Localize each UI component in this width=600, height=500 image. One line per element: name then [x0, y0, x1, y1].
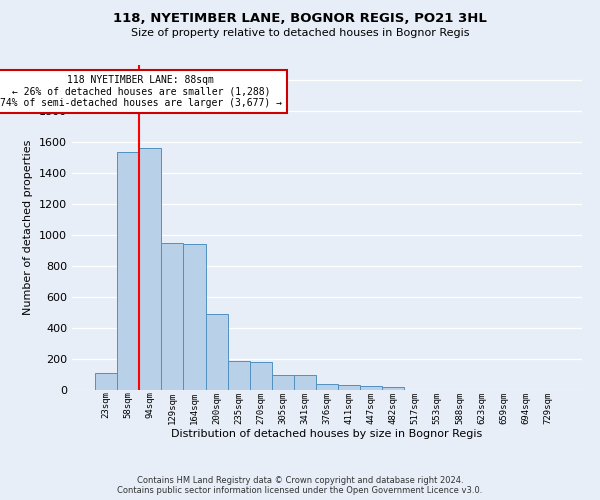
X-axis label: Distribution of detached houses by size in Bognor Regis: Distribution of detached houses by size … — [172, 429, 482, 439]
Bar — [272, 374, 294, 390]
Bar — [95, 372, 117, 390]
Bar — [294, 375, 316, 390]
Text: Contains HM Land Registry data © Crown copyright and database right 2024.
Contai: Contains HM Land Registry data © Crown c… — [118, 476, 482, 495]
Y-axis label: Number of detached properties: Number of detached properties — [23, 140, 34, 315]
Text: Size of property relative to detached houses in Bognor Regis: Size of property relative to detached ho… — [131, 28, 469, 38]
Bar — [227, 362, 250, 390]
Bar — [117, 152, 139, 390]
Bar — [360, 386, 382, 390]
Bar — [206, 314, 227, 390]
Bar — [139, 148, 161, 390]
Bar — [382, 387, 404, 390]
Text: 118, NYETIMBER LANE, BOGNOR REGIS, PO21 3HL: 118, NYETIMBER LANE, BOGNOR REGIS, PO21 … — [113, 12, 487, 26]
Bar — [250, 362, 272, 390]
Bar — [316, 384, 338, 390]
Bar — [161, 243, 184, 390]
Bar — [338, 384, 360, 390]
Text: 118 NYETIMBER LANE: 88sqm
← 26% of detached houses are smaller (1,288)
74% of se: 118 NYETIMBER LANE: 88sqm ← 26% of detac… — [0, 74, 282, 108]
Bar — [184, 244, 206, 390]
